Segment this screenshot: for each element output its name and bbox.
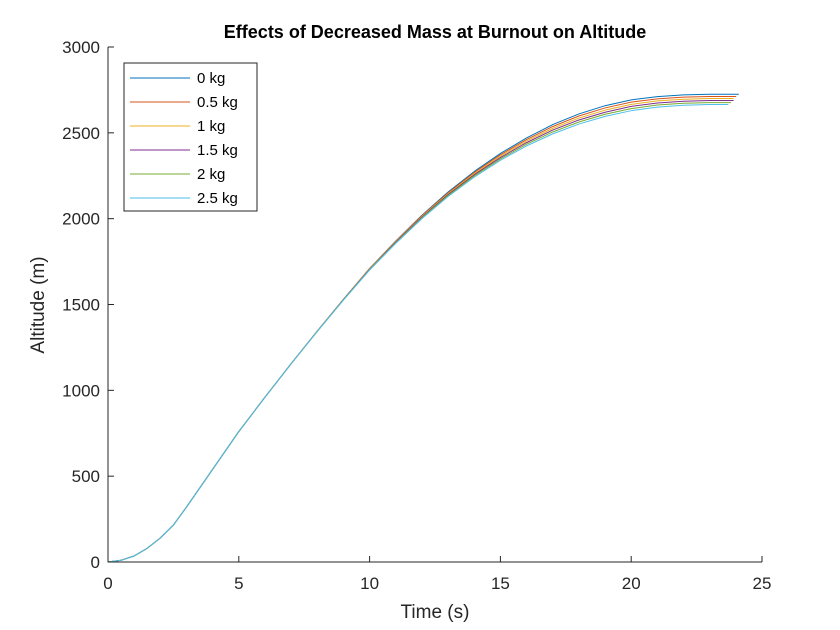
legend-label: 2.5 kg — [197, 190, 238, 207]
y-tick-label: 2500 — [62, 124, 100, 143]
x-axis-label: Time (s) — [401, 602, 470, 623]
y-tick-label: 0 — [91, 553, 100, 572]
legend-label: 2 kg — [197, 166, 225, 183]
legend-label: 0 kg — [197, 70, 225, 87]
legend-label: 1.5 kg — [197, 142, 238, 159]
x-ticks: 0 5 10 15 20 25 — [103, 556, 771, 593]
y-tick-label: 3000 — [62, 38, 100, 57]
legend-items: 0 kg 0.5 kg 1 kg 1.5 kg 2 kg 2.5 kg — [130, 70, 238, 207]
y-tick-label: 1000 — [62, 381, 100, 400]
x-tick-label: 10 — [360, 574, 379, 593]
legend-box — [123, 62, 258, 212]
legend: 0 kg 0.5 kg 1 kg 1.5 kg 2 kg 2.5 kg — [123, 62, 258, 212]
y-ticks: 0 500 1000 1500 2000 2500 3000 — [62, 38, 114, 572]
x-tick-label: 20 — [622, 574, 641, 593]
y-tick-label: 2000 — [62, 210, 100, 229]
y-tick-label: 1500 — [62, 296, 100, 315]
series-layer — [107, 93, 739, 563]
y-axis-label: Altitude (m) — [28, 256, 49, 353]
y-tick-label: 500 — [72, 467, 100, 486]
legend-label: 0.5 kg — [197, 94, 238, 111]
x-tick-label: 5 — [234, 574, 243, 593]
legend-label: 1 kg — [197, 118, 225, 135]
series-line-5 — [107, 104, 729, 563]
x-tick-label: 0 — [103, 574, 112, 593]
x-tick-label: 25 — [753, 574, 772, 593]
chart-title: Effects of Decreased Mass at Burnout on … — [224, 22, 646, 42]
x-tick-label: 15 — [491, 574, 510, 593]
